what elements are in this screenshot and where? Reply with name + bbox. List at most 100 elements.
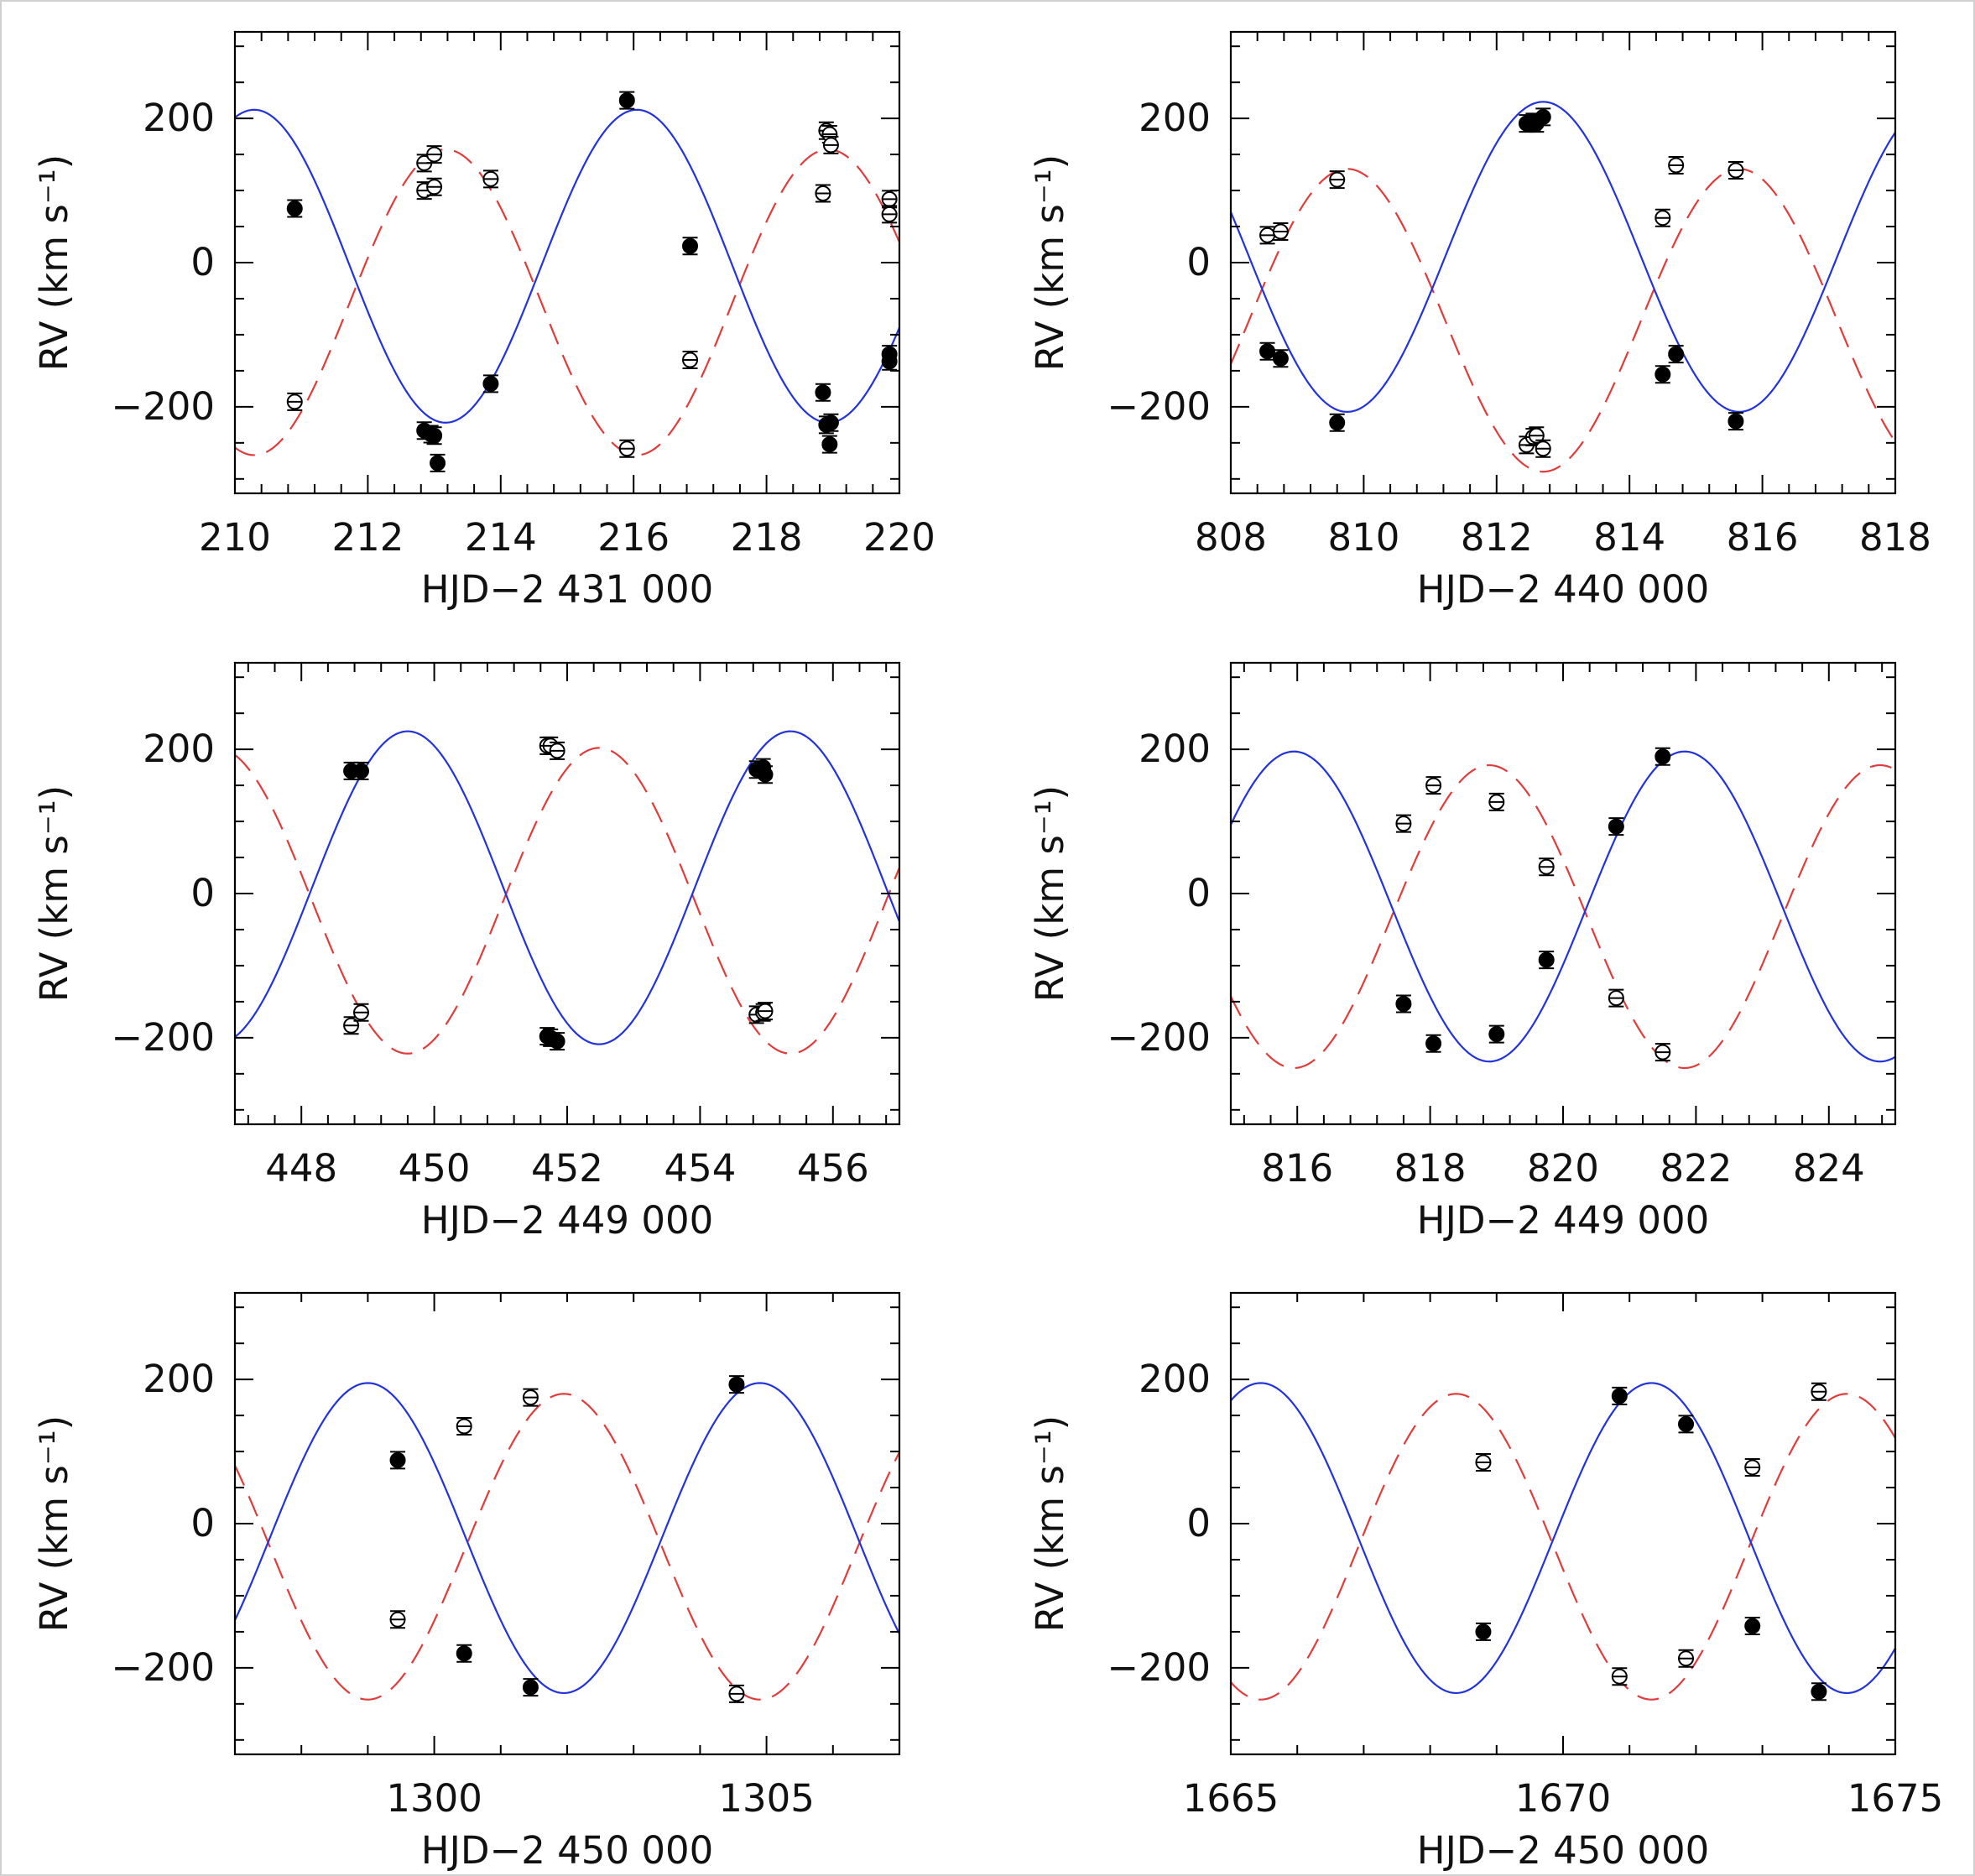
y-tick-label: 0 xyxy=(1186,1501,1211,1545)
primary-rv-point xyxy=(1744,1618,1761,1634)
rv-panel-4: 816 818 820 822 824 −200 0 200 HJD−2 449 000 RV (… xyxy=(1028,661,1897,1243)
x-tick-label: 452 xyxy=(531,1146,603,1191)
y-axis-label: RV (km s⁻¹) xyxy=(1028,154,1072,371)
y-tick-label: 0 xyxy=(1186,871,1211,915)
primary-rv-point xyxy=(1655,366,1671,383)
rv-panel-2: 808 810 812 814 816 818 −200 0 200 HJD−2 440 000 R… xyxy=(1028,30,1931,612)
y-tick-label: −200 xyxy=(1107,1645,1211,1690)
x-axis-label: HJD−2 440 000 xyxy=(1417,567,1710,612)
x-tick-label: 450 xyxy=(399,1146,471,1191)
primary-model-curve xyxy=(1231,750,1895,1063)
y-tick-label: 200 xyxy=(143,96,215,140)
x-tick-label: 218 xyxy=(731,515,803,560)
y-axis-label: RV (km s⁻¹) xyxy=(32,785,76,1002)
primary-rv-point xyxy=(1395,995,1412,1012)
secondary-model-curve xyxy=(1231,168,1895,473)
rv-panel-1: 210 212 214 216 218 220 −200 0 200 HJD−2 431 000 R… xyxy=(32,30,935,612)
primary-rv-point xyxy=(1727,413,1744,430)
primary-rv-point xyxy=(1668,346,1685,362)
primary-rv-point xyxy=(1608,818,1624,835)
secondary-model-curve xyxy=(1231,1393,1895,1701)
x-tick-label: 454 xyxy=(664,1146,736,1191)
x-tick-label: 818 xyxy=(1859,515,1931,560)
x-tick-label: 448 xyxy=(265,1146,337,1191)
x-axis-label: HJD−2 450 000 xyxy=(1417,1828,1710,1873)
primary-rv-point xyxy=(881,353,898,370)
y-axis-label: RV (km s⁻¹) xyxy=(1028,785,1072,1002)
secondary-model-curve xyxy=(235,1393,899,1701)
primary-rv-point xyxy=(1655,748,1671,765)
primary-rv-point xyxy=(286,201,303,217)
primary-model-curve xyxy=(1231,101,1895,413)
x-tick-label: 822 xyxy=(1660,1146,1732,1191)
primary-rv-point xyxy=(1272,350,1289,367)
primary-model-curve xyxy=(235,730,899,1045)
primary-rv-point xyxy=(1475,1623,1492,1640)
x-axis-label: HJD−2 450 000 xyxy=(421,1828,714,1873)
x-axis-label: HJD−2 449 000 xyxy=(421,1198,714,1243)
y-tick-label: −200 xyxy=(1107,384,1211,429)
primary-rv-point xyxy=(549,1033,565,1050)
secondary-model-curve xyxy=(235,148,899,456)
primary-rv-point xyxy=(682,237,699,254)
y-axis-label: RV (km s⁻¹) xyxy=(32,1415,76,1632)
x-tick-label: 456 xyxy=(797,1146,869,1191)
rv-panel-5: 1300 1305 −200 0 200 HJD−2 450 000 RV (km s⁻¹) xyxy=(32,1291,901,1873)
primary-rv-point xyxy=(1611,1388,1628,1404)
primary-rv-point xyxy=(821,436,838,453)
primary-rv-point xyxy=(728,1376,745,1393)
rv-panel-6: 1665 1670 1675 −200 0 200 HJD−2 450 000 RV (km … xyxy=(1028,1291,1944,1873)
x-tick-label: 210 xyxy=(199,515,271,560)
y-tick-label: −200 xyxy=(111,1645,215,1690)
primary-rv-point xyxy=(1538,951,1555,968)
primary-rv-point xyxy=(426,427,443,444)
x-tick-label: 1670 xyxy=(1515,1776,1612,1821)
x-axis-label: HJD−2 431 000 xyxy=(421,567,714,612)
x-tick-label: 816 xyxy=(1261,1146,1333,1191)
y-tick-label: −200 xyxy=(111,384,215,429)
x-tick-label: 1675 xyxy=(1847,1776,1944,1821)
secondary-model-curve xyxy=(235,747,899,1055)
primary-model-curve xyxy=(235,1382,899,1695)
x-tick-label: 1665 xyxy=(1183,1776,1279,1821)
x-tick-label: 810 xyxy=(1327,515,1399,560)
y-tick-label: −200 xyxy=(111,1015,215,1060)
y-tick-label: 200 xyxy=(143,1357,215,1401)
primary-rv-point xyxy=(1488,1026,1505,1043)
y-tick-label: 200 xyxy=(1139,1357,1211,1401)
primary-rv-point xyxy=(1259,343,1276,360)
primary-rv-point xyxy=(1678,1415,1695,1432)
x-tick-label: 816 xyxy=(1727,515,1799,560)
primary-rv-point xyxy=(430,455,446,472)
x-tick-label: 214 xyxy=(465,515,537,560)
y-tick-label: 200 xyxy=(1139,96,1211,140)
rv-panel-3: 448 450 452 454 456 −200 0 200 HJD−2 449 000 RV (… xyxy=(32,661,901,1243)
x-tick-label: 824 xyxy=(1793,1146,1865,1191)
y-axis-label: RV (km s⁻¹) xyxy=(1028,1415,1072,1632)
y-axis-label: RV (km s⁻¹) xyxy=(32,154,76,371)
x-tick-label: 216 xyxy=(597,515,670,560)
primary-rv-point xyxy=(822,414,839,431)
primary-rv-point xyxy=(1425,1035,1442,1052)
x-tick-label: 1300 xyxy=(386,1776,482,1821)
primary-rv-point xyxy=(618,92,635,109)
primary-model-curve xyxy=(235,108,899,424)
x-tick-label: 820 xyxy=(1527,1146,1599,1191)
y-tick-label: 0 xyxy=(190,1501,215,1545)
x-tick-label: 818 xyxy=(1394,1146,1467,1191)
primary-rv-point xyxy=(815,384,831,401)
x-tick-label: 812 xyxy=(1461,515,1533,560)
x-tick-label: 808 xyxy=(1195,515,1267,560)
primary-rv-point xyxy=(522,1679,539,1696)
primary-rv-point xyxy=(1811,1683,1827,1700)
y-tick-label: 200 xyxy=(143,727,215,771)
primary-rv-point xyxy=(1535,108,1551,125)
primary-model-curve xyxy=(1231,1382,1895,1695)
primary-rv-point xyxy=(352,763,369,779)
primary-rv-point xyxy=(456,1645,472,1662)
x-tick-label: 1305 xyxy=(718,1776,815,1821)
y-tick-label: 0 xyxy=(190,871,215,915)
x-tick-label: 212 xyxy=(331,515,404,560)
primary-rv-point xyxy=(757,766,774,783)
